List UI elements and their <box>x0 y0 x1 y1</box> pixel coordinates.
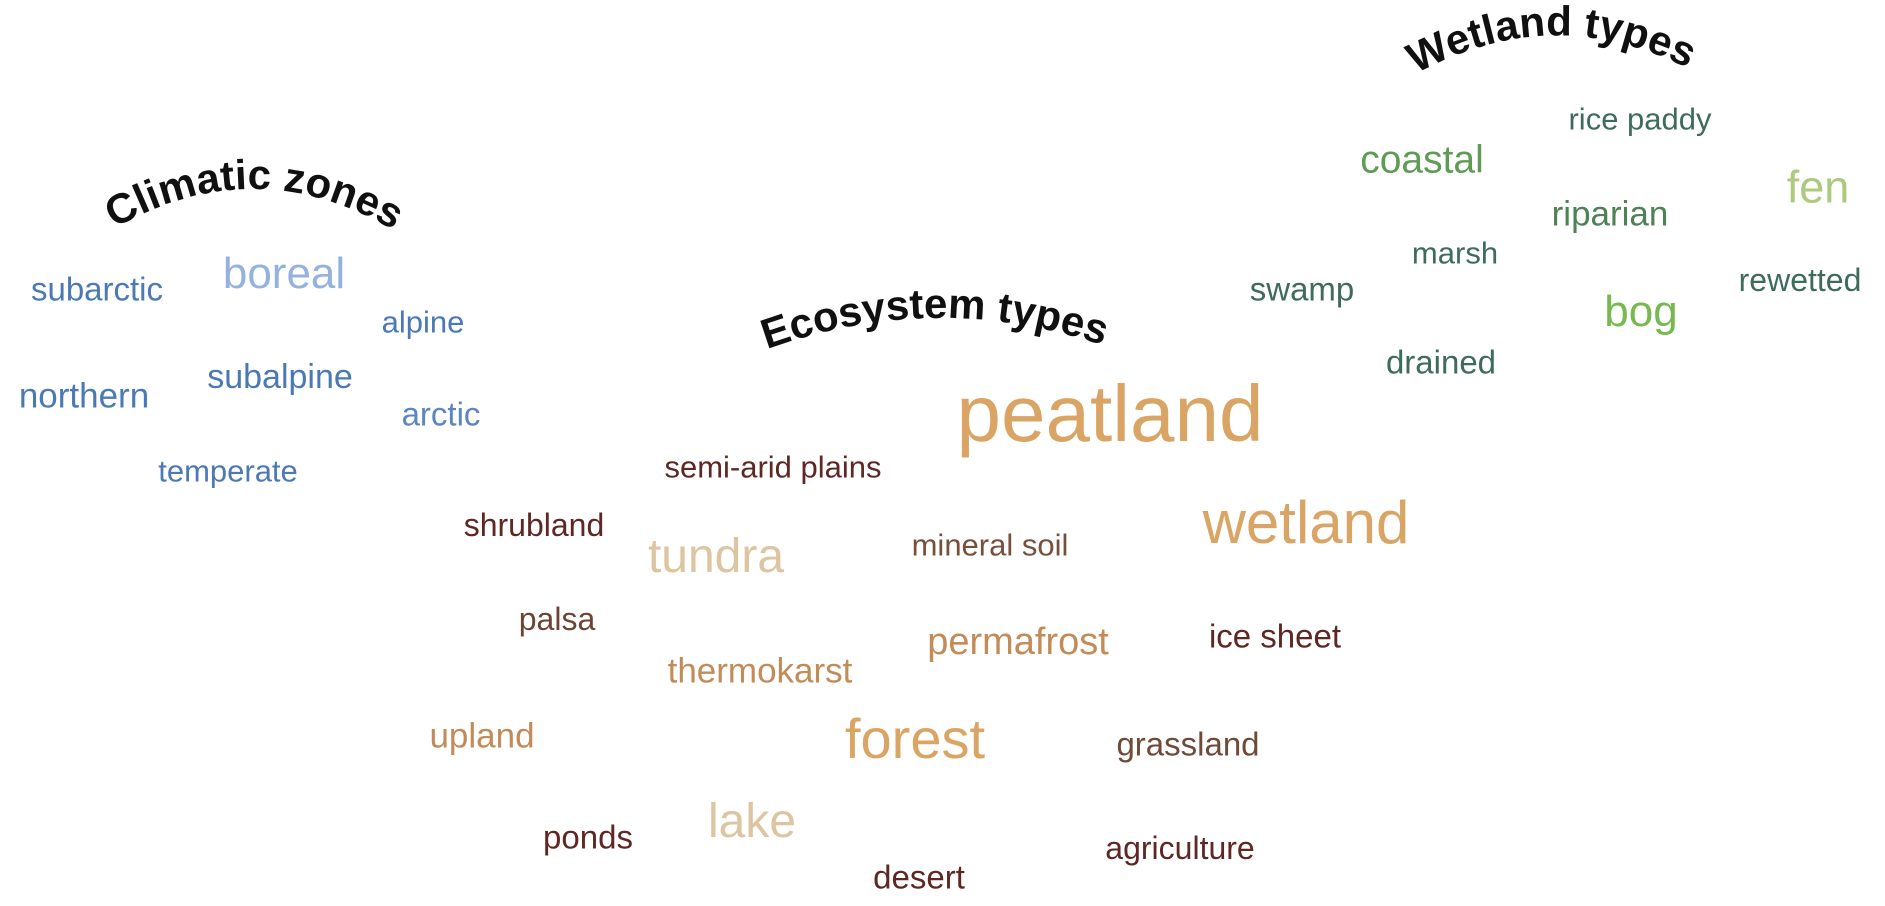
word-temperate: temperate <box>158 453 298 489</box>
word-subarctic: subarctic <box>30 270 164 308</box>
word-shrubland: shrubland <box>463 507 605 543</box>
word-upland: upland <box>429 716 535 756</box>
word-permafrost: permafrost <box>927 621 1109 663</box>
word-mineral-soil: mineral soil <box>911 527 1069 563</box>
word-ponds: ponds <box>543 818 633 856</box>
word-bog: bog <box>1604 287 1678 336</box>
word-grassland: grassland <box>1116 725 1260 763</box>
word-rice-paddy: rice paddy <box>1568 101 1712 137</box>
word-peatland: peatland <box>956 369 1264 458</box>
word-boreal: boreal <box>222 249 346 298</box>
word-rewetted: rewetted <box>1738 262 1862 298</box>
group-title-ecosystem: Ecosystem types <box>755 280 1115 358</box>
word-subalpine: subalpine <box>207 358 353 396</box>
word-drained: drained <box>1385 343 1497 381</box>
word-marsh: marsh <box>1411 235 1499 271</box>
word-thermokarst: thermokarst <box>667 651 853 691</box>
word-tundra: tundra <box>647 530 785 583</box>
word-forest: forest <box>844 707 986 770</box>
word-coastal: coastal <box>1360 138 1484 182</box>
word-palsa: palsa <box>518 601 596 637</box>
word-desert: desert <box>873 858 965 896</box>
word-swamp: swamp <box>1249 270 1355 308</box>
group-title-wetland: Wetland types <box>1399 0 1704 82</box>
word-ice-sheet: ice sheet <box>1208 617 1342 655</box>
word-lake: lake <box>707 795 797 848</box>
word-arctic: arctic <box>401 395 481 433</box>
word-riparian: riparian <box>1551 194 1669 234</box>
word-semi-arid-plains: semi-arid plains <box>664 449 882 485</box>
word-fen: fen <box>1786 161 1850 213</box>
word-alpine: alpine <box>381 304 465 340</box>
word-northern: northern <box>18 376 150 416</box>
group-title-climatic: Climatic zones <box>97 151 412 238</box>
word-agriculture: agriculture <box>1105 830 1255 866</box>
word-wetland: wetland <box>1202 489 1410 556</box>
